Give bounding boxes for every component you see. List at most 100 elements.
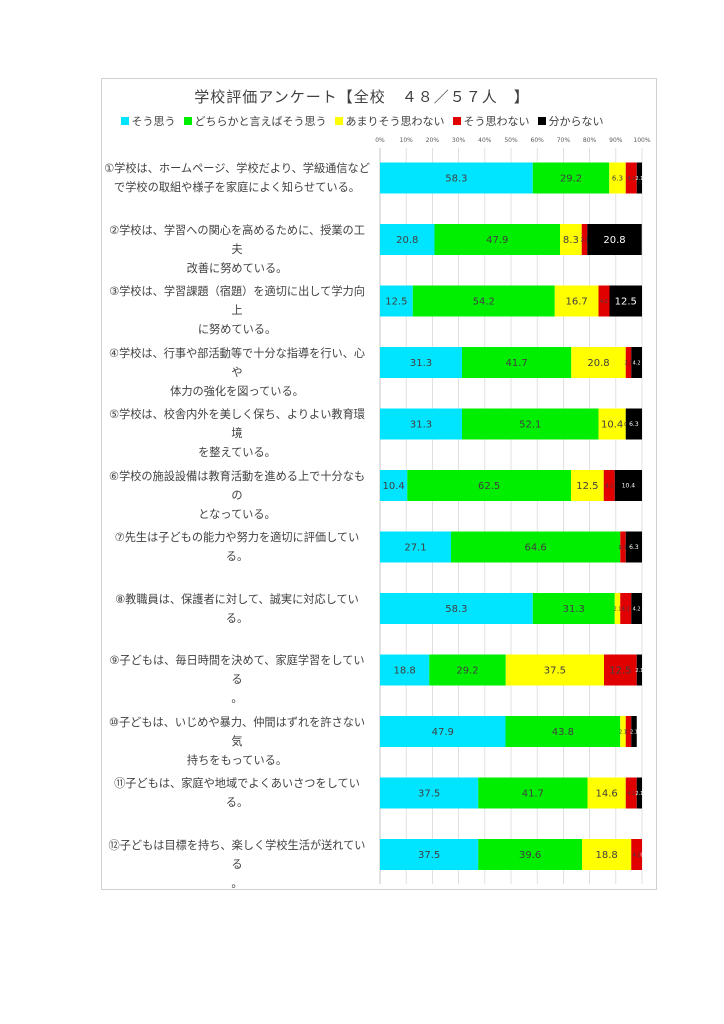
- bar-segment: [620, 531, 626, 563]
- question-label: ③学校は、学習課題（宿題）を適切に出して学力向上 に努めている。: [109, 285, 365, 336]
- bar-value-label: 64.6: [524, 543, 546, 554]
- bar-segment: [429, 654, 506, 686]
- question-label: ⑪子どもは、家庭や地域でよくあいさつをしている。: [114, 777, 360, 809]
- bar-segment: [631, 839, 642, 870]
- bar-value-label: 37.5: [418, 850, 440, 861]
- bar-value-label: 2.1: [614, 606, 622, 612]
- bar-value-label: 27.1: [404, 543, 426, 554]
- x-tick-label: 20%: [426, 137, 440, 144]
- bar-segment: [614, 593, 621, 624]
- bar-value-label: 12.5: [385, 297, 407, 308]
- legend-item: そう思わない: [452, 113, 530, 129]
- bar-segment: [631, 716, 637, 747]
- bar-segment: [581, 224, 588, 255]
- legend-label: そう思う: [131, 115, 176, 128]
- bar-segment: [625, 162, 637, 194]
- bar-value-label: 16.7: [565, 297, 587, 308]
- bar-value-label: 58.3: [445, 604, 467, 615]
- bar-segment: [380, 654, 430, 686]
- bar-segment: [631, 593, 642, 624]
- bar-value-label: 10.4: [601, 420, 623, 431]
- bar-segment: [609, 285, 642, 317]
- bar-segment: [434, 224, 560, 255]
- bar-value-label: 31.3: [410, 358, 432, 369]
- x-tick-label: 60%: [531, 137, 545, 144]
- bar-segment: [451, 531, 621, 563]
- bar-segment: [462, 347, 572, 378]
- bar-segment: [598, 408, 626, 440]
- bar-segment: [380, 593, 533, 624]
- legend-swatch: [120, 117, 129, 125]
- bar-segment: [505, 654, 605, 686]
- bar-value-label: 31.3: [563, 604, 585, 615]
- bar-segment: [614, 470, 642, 501]
- bar-value-label: 12.5: [609, 666, 631, 677]
- legend-label: どちらかと言えばそう思う: [194, 115, 327, 128]
- legend-item: どちらかと言えばそう思う: [183, 113, 327, 129]
- bar-segment: [625, 531, 642, 563]
- bar-segment: [380, 839, 479, 870]
- bar-value-label: 4.2: [600, 299, 608, 305]
- bar-segment: [625, 347, 632, 378]
- bar-segment: [380, 224, 435, 255]
- x-tick-label: 80%: [583, 137, 597, 144]
- question-label: ④学校は、行事や部活動等で十分な指導を行い、心や 体力の強化を図っている。: [108, 346, 366, 398]
- chart-title: 学校評価アンケート【全校 ４８／５７人 】: [194, 88, 530, 106]
- bar-value-label: 4.2: [605, 483, 613, 489]
- bar-segment: [380, 716, 506, 747]
- bar-segment: [412, 285, 555, 317]
- bar-value-label: 4.2: [622, 606, 630, 612]
- bar-value-label: 2.1: [630, 729, 638, 735]
- legend-item: そう思う: [120, 113, 176, 129]
- bar-value-label: 20.8: [396, 235, 418, 246]
- x-tick-label: 50%: [504, 137, 518, 144]
- bar-value-label: 20.8: [603, 235, 625, 246]
- bar-segment: [582, 839, 632, 870]
- bar-segment: [636, 777, 642, 809]
- x-tick-label: 0%: [375, 137, 385, 144]
- x-tick-label: 40%: [478, 137, 492, 144]
- legend-label: 分からない: [548, 115, 604, 128]
- question-label: ⑥学校の施設設備は教育活動を進める上で十分なもの となっている。: [108, 469, 366, 521]
- bar-value-label: 47.9: [486, 235, 508, 246]
- bar-segment: [631, 347, 642, 378]
- bar-segment: [554, 285, 599, 317]
- bar-segment: [609, 162, 626, 194]
- question-label: ①学校は、ホームページ、学校だより、学級通信など で学校の取組や様子を家庭によく知…: [104, 162, 370, 194]
- bar-segment: [380, 162, 533, 194]
- bar-value-label: 62.5: [478, 481, 500, 492]
- question-label: ⑨子どもは、毎日時間を決めて、家庭学習をしている。: [109, 654, 365, 705]
- bar-segment: [571, 347, 626, 378]
- question-label: ②学校は、学習への関心を高めるために、授業の工夫 改善に努めている。: [109, 223, 365, 275]
- bar-segment: [625, 408, 642, 440]
- bar-value-label: 37.5: [544, 666, 566, 677]
- bar-value-label: 58.3: [445, 174, 467, 185]
- bar-segment: [587, 224, 642, 255]
- bar-value-label: 2.1: [635, 791, 643, 797]
- bar-segment: [636, 162, 642, 194]
- bar-segment: [532, 593, 615, 624]
- bar-value-label: 10.4: [622, 483, 636, 490]
- bar-segment: [620, 593, 632, 624]
- bar-value-label: 41.7: [522, 789, 544, 800]
- bar-segment: [478, 839, 583, 870]
- bar-value-label: 2.1: [619, 729, 627, 735]
- bar-segment: [380, 470, 408, 501]
- legend-swatch: [183, 117, 192, 125]
- bar-value-label: 2.1: [619, 545, 627, 551]
- bar-value-label: 4.2: [627, 176, 635, 182]
- bar-value-label: 37.5: [418, 789, 440, 800]
- legend-item: 分からない: [537, 113, 604, 129]
- bar-value-label: 14.6: [595, 789, 617, 800]
- bar-value-label: 4.2: [627, 791, 635, 797]
- question-label: ⑩子どもは、いじめや暴力、仲間はずれを許さない気 持ちをもっている。: [108, 715, 366, 767]
- bar-segment: [625, 716, 632, 747]
- bar-value-label: 52.1: [519, 420, 541, 431]
- legend-swatch: [334, 117, 343, 125]
- bar-value-label: 2.1: [635, 668, 643, 674]
- bar-segment: [620, 716, 626, 747]
- bar-value-label: 54.2: [473, 297, 495, 308]
- bar-value-label: 0: [640, 852, 643, 858]
- bar-value-label: 4.2: [633, 606, 641, 612]
